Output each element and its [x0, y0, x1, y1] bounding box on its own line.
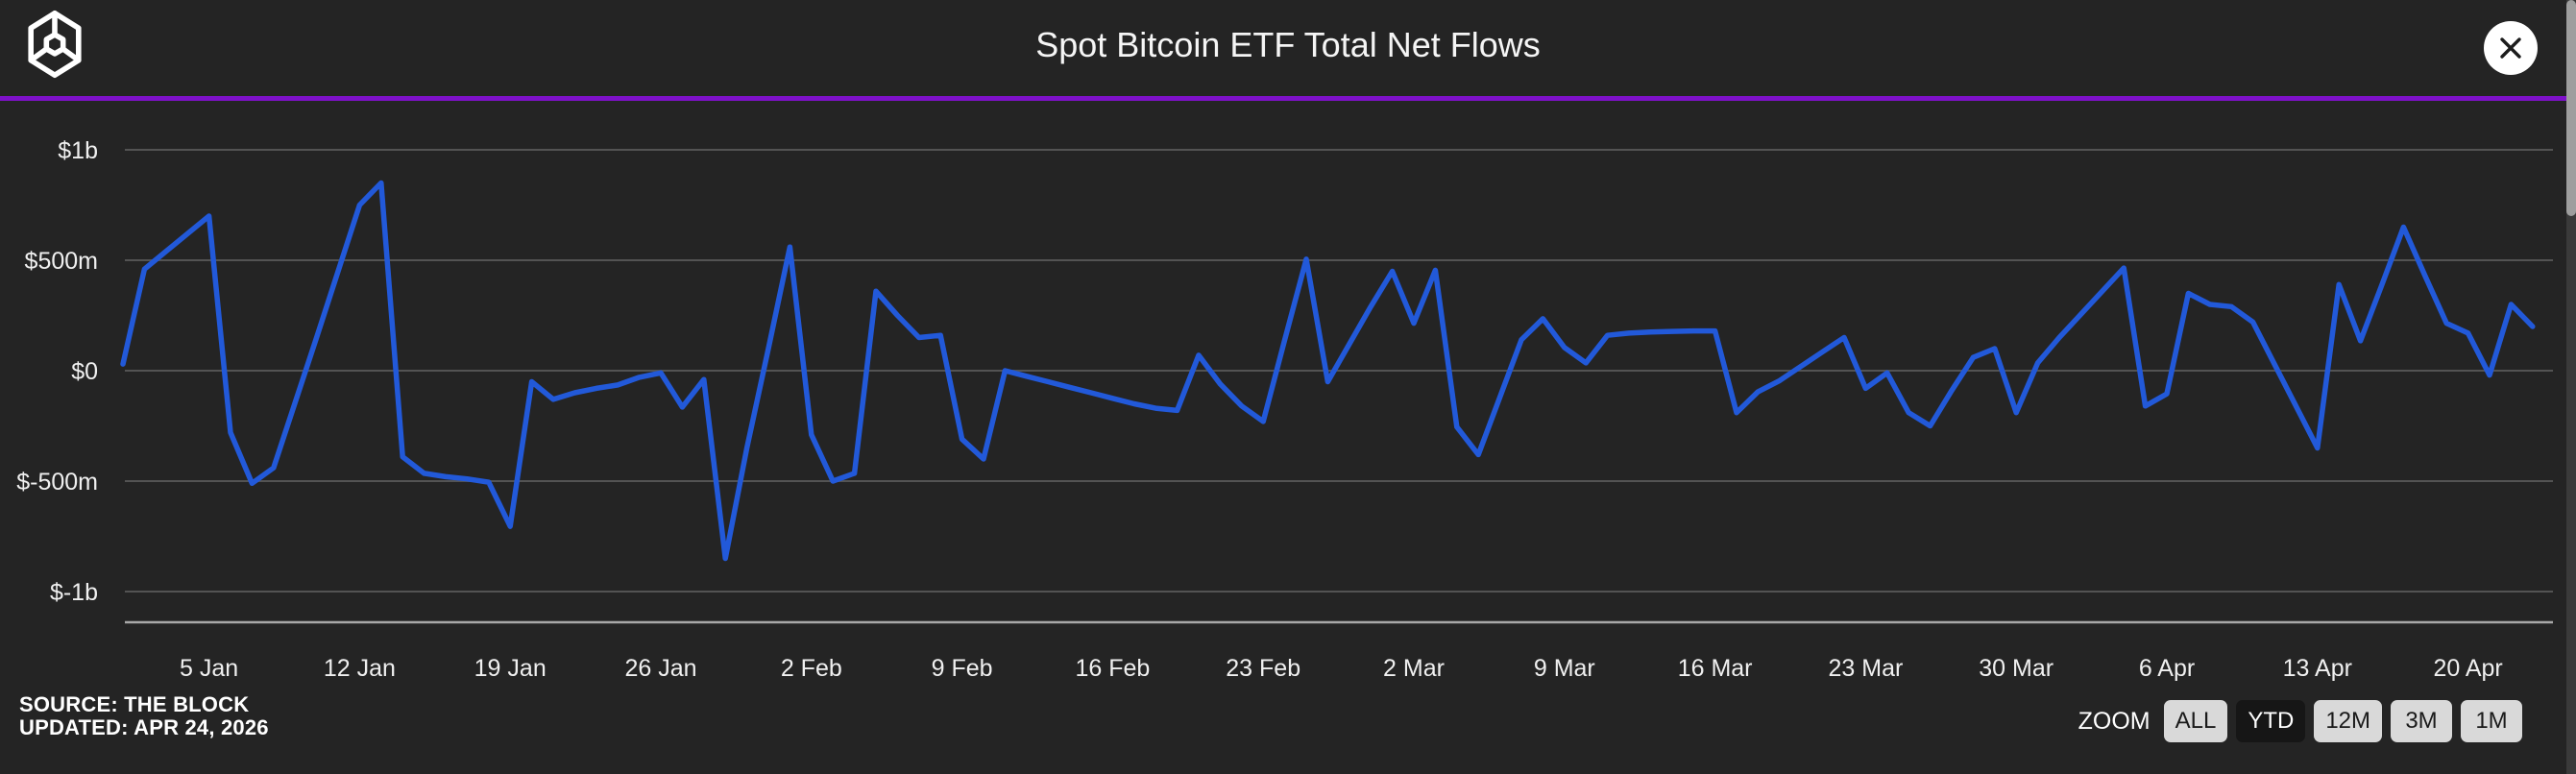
x-axis-label: 16 Mar [1678, 655, 1753, 682]
close-icon [2500, 37, 2521, 59]
scrollbar[interactable] [2566, 0, 2576, 774]
x-axis-label: 5 Jan [180, 655, 238, 682]
zoom-controls: ZOOM ALL YTD 12M 3M 1M [2078, 700, 2522, 742]
x-axis-label: 2 Mar [1383, 655, 1445, 682]
the-block-logo [28, 10, 82, 79]
y-axis-label: $1b [58, 137, 98, 164]
zoom-button-ytd[interactable]: YTD [2236, 700, 2306, 742]
zoom-label: ZOOM [2078, 707, 2151, 735]
x-axis-label: 23 Feb [1226, 655, 1300, 682]
zoom-button-3m[interactable]: 3M [2391, 700, 2452, 742]
y-axis-label: $-1b [50, 579, 98, 606]
x-axis-label: 26 Jan [624, 655, 696, 682]
close-button[interactable] [2484, 21, 2538, 75]
x-axis-label: 13 Apr [2283, 655, 2352, 682]
net-flows-line [120, 180, 2536, 562]
x-axis-label: 16 Feb [1075, 655, 1150, 682]
x-axis-label: 23 Mar [1828, 655, 1903, 682]
source-line: SOURCE: THE BLOCK [19, 692, 250, 716]
x-axis-label: 9 Mar [1534, 655, 1595, 682]
x-axis-label: 30 Mar [1979, 655, 2054, 682]
x-axis-label: 12 Jan [324, 655, 396, 682]
zoom-button-12m[interactable]: 12M [2314, 700, 2382, 742]
x-axis-label: 6 Apr [2139, 655, 2195, 682]
y-axis-label: $0 [71, 358, 98, 385]
x-axis-label: 19 Jan [474, 655, 547, 682]
source-attribution: SOURCE: THE BLOCK UPDATED: APR 24, 2026 [19, 693, 269, 739]
header: Spot Bitcoin ETF Total Net Flows [0, 0, 2576, 96]
x-axis-label: 9 Feb [932, 655, 993, 682]
zoom-buttons: ALL YTD 12M 3M 1M [2163, 700, 2522, 742]
page-title: Spot Bitcoin ETF Total Net Flows [1035, 25, 1541, 64]
zoom-button-1m[interactable]: 1M [2461, 700, 2522, 742]
zoom-button-all[interactable]: ALL [2163, 700, 2228, 742]
accent-divider [0, 96, 2566, 101]
y-axis-label: $500m [25, 248, 98, 275]
scrollbar-thumb[interactable] [2566, 0, 2576, 216]
x-axis-label: 2 Feb [781, 655, 842, 682]
y-axis-label: $-500m [16, 469, 98, 496]
x-axis-label: 20 Apr [2433, 655, 2502, 682]
updated-line: UPDATED: APR 24, 2026 [19, 715, 269, 739]
